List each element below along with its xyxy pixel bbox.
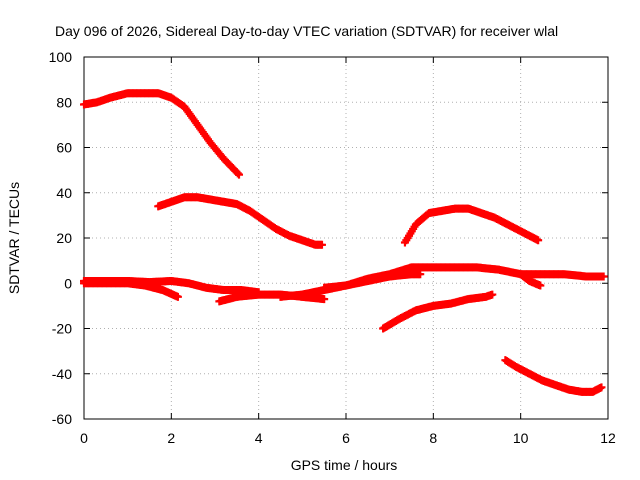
x-tick-label: 10	[513, 430, 529, 446]
data-point	[599, 272, 608, 281]
data-point	[536, 281, 545, 290]
data-point	[534, 236, 543, 245]
y-tick-label: 20	[56, 230, 72, 246]
data-point	[233, 169, 242, 178]
x-tick-labels: 0 2 4 6 8 10 12	[80, 430, 616, 446]
y-tick-label: 0	[64, 275, 72, 291]
y-axis-label: SDTVAR / TECUs	[6, 182, 22, 294]
series-pass	[516, 270, 545, 290]
x-tick-label: 12	[600, 430, 616, 446]
series-pass	[501, 356, 606, 396]
data-point	[488, 290, 497, 299]
series-pass	[80, 276, 263, 297]
data-point	[597, 383, 606, 392]
series-pass	[320, 263, 608, 292]
data-point	[235, 170, 244, 179]
data-point	[317, 240, 326, 249]
data-points	[80, 89, 608, 396]
y-tick-label: 80	[56, 94, 72, 110]
y-tick-label: -60	[52, 411, 72, 427]
series-pass	[80, 89, 244, 179]
x-axis-label: GPS time / hours	[291, 457, 398, 473]
y-tick-label: 100	[49, 49, 73, 65]
series-pass	[379, 290, 497, 333]
x-tick-label: 0	[80, 430, 88, 446]
x-tick-label: 8	[429, 430, 437, 446]
y-tick-label: 60	[56, 140, 72, 156]
series-pass	[400, 204, 543, 247]
x-tick-label: 2	[167, 430, 175, 446]
y-tick-label: 40	[56, 185, 72, 201]
y-tick-label: -20	[52, 321, 72, 337]
y-tick-labels: -60 -40 -20 0 20 40 60 80 100	[49, 49, 73, 427]
data-point	[173, 292, 182, 301]
series-pass	[80, 279, 182, 301]
data-point	[416, 270, 425, 279]
series-pass	[154, 193, 326, 249]
x-tick-label: 4	[255, 430, 263, 446]
grid-lines	[84, 57, 608, 419]
data-point	[320, 295, 329, 304]
y-tick-label: -40	[52, 366, 72, 382]
axis-ticks	[83, 56, 609, 420]
chart-title: Day 096 of 2026, Sidereal Day-to-day VTE…	[55, 23, 558, 39]
x-tick-label: 6	[342, 430, 350, 446]
